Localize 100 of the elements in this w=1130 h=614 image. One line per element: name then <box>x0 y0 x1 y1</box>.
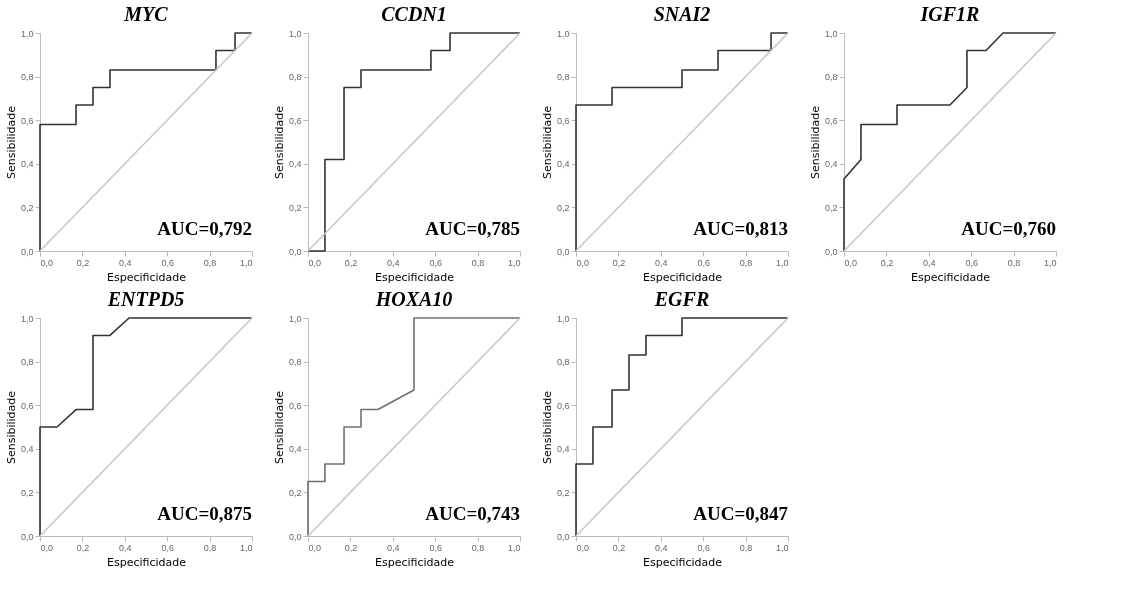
y-tick-label: 1,0 <box>20 313 34 324</box>
x-tick-label: 1,0 <box>775 257 789 268</box>
y-tick-label: 0,6 <box>288 400 302 411</box>
chart-title: HOXA10 <box>374 288 453 310</box>
x-tick-label: 0,2 <box>344 257 358 268</box>
y-tick-label: 0,6 <box>288 115 302 126</box>
chart-title: ENTPD5 <box>106 288 185 310</box>
x-tick-label: 0,8 <box>739 257 753 268</box>
x-tick-label: 0,8 <box>203 257 217 268</box>
y-tick-label: 0,0 <box>20 246 34 257</box>
x-tick-label: 0,2 <box>612 257 626 268</box>
y-tick-label: 0,0 <box>288 531 302 542</box>
x-tick-label: 0,0 <box>308 542 322 553</box>
y-tick-label: 0,4 <box>556 444 570 455</box>
y-tick-label: 0,4 <box>824 159 838 170</box>
y-tick-label: 0,8 <box>556 72 570 83</box>
x-tick-label: 0,0 <box>308 257 322 268</box>
x-axis-title: Especificidade <box>106 555 187 569</box>
x-tick-label: 0,6 <box>697 257 710 268</box>
y-tick-label: 0,0 <box>556 246 570 257</box>
x-tick-label: 0,2 <box>612 542 626 553</box>
x-tick-label: 1,0 <box>239 257 253 268</box>
x-tick-label: 0,0 <box>844 257 858 268</box>
x-tick-label: 0,0 <box>576 257 590 268</box>
y-axis-title: Sensibilidade <box>808 105 822 180</box>
y-tick-label: 1,0 <box>288 313 302 324</box>
y-tick-label: 1,0 <box>556 28 570 39</box>
y-tick-label: 0,6 <box>556 400 570 411</box>
x-tick-label: 1,0 <box>775 542 789 553</box>
x-tick-label: 1,0 <box>239 542 253 553</box>
y-tick-label: 0,2 <box>20 202 34 213</box>
x-tick-label: 0,6 <box>965 257 978 268</box>
annotation: AUC=0,847 <box>693 503 789 524</box>
x-tick-label: 0,4 <box>655 542 668 553</box>
x-axis-title: Especificidade <box>910 270 991 284</box>
annotation: AUC=0,813 <box>693 218 788 239</box>
y-tick-label: 0,4 <box>556 159 570 170</box>
chart-title: IGF1R <box>919 3 980 25</box>
y-tick-label: 0,4 <box>20 444 34 455</box>
y-tick-label: 1,0 <box>556 313 570 324</box>
y-tick-label: 0,8 <box>288 357 302 368</box>
x-tick-label: 1,0 <box>507 257 521 268</box>
y-axis-title: Sensibilidade <box>540 105 554 180</box>
x-tick-label: 0,2 <box>76 542 90 553</box>
y-axis-title: Sensibilidade <box>272 105 286 180</box>
y-tick-label: 0,0 <box>556 531 570 542</box>
x-tick-label: 0,0 <box>40 257 54 268</box>
y-tick-label: 1,0 <box>288 28 302 39</box>
x-tick-label: 0,2 <box>344 542 358 553</box>
y-tick-label: 0,0 <box>20 531 34 542</box>
x-tick-label: 0,8 <box>1007 257 1021 268</box>
x-tick-label: 0,8 <box>203 542 217 553</box>
y-tick-label: 0,4 <box>20 159 34 170</box>
chart-title: EGFR <box>653 288 710 310</box>
y-tick-label: 0,2 <box>288 487 302 498</box>
y-tick-label: 0,2 <box>556 202 570 213</box>
chart-title: SNAI2 <box>653 3 711 25</box>
x-tick-label: 0,6 <box>697 542 710 553</box>
y-tick-label: 0,4 <box>288 159 302 170</box>
y-axis-title: Sensibilidade <box>540 390 554 465</box>
x-tick-label: 0,6 <box>429 257 442 268</box>
x-tick-label: 0,6 <box>429 542 442 553</box>
y-tick-label: 1,0 <box>824 28 838 39</box>
annotation: AUC=0,760 <box>961 218 1056 239</box>
y-tick-label: 0,2 <box>556 487 570 498</box>
x-axis-title: Especificidade <box>642 555 723 569</box>
x-axis-title: Especificidade <box>374 270 455 284</box>
y-tick-label: 0,0 <box>824 246 838 257</box>
y-tick-label: 0,6 <box>556 115 570 126</box>
x-tick-label: 0,6 <box>161 542 174 553</box>
x-tick-label: 0,4 <box>387 257 400 268</box>
x-tick-label: 0,4 <box>387 542 400 553</box>
y-tick-label: 0,4 <box>288 444 302 455</box>
y-tick-label: 1,0 <box>20 28 34 39</box>
y-axis-title: Sensibilidade <box>4 105 18 180</box>
annotation: AUC=0,792 <box>157 218 252 239</box>
y-axis-title: Sensibilidade <box>272 390 286 465</box>
annotation: AUC=0,875 <box>157 503 252 524</box>
x-axis-title: Especificidade <box>106 270 187 284</box>
y-tick-label: 0,2 <box>824 202 838 213</box>
y-tick-label: 0,6 <box>824 115 838 126</box>
y-tick-label: 0,6 <box>20 400 34 411</box>
y-tick-label: 0,8 <box>556 357 570 368</box>
x-tick-label: 0,8 <box>471 257 485 268</box>
x-tick-label: 1,0 <box>1043 257 1057 268</box>
x-axis-title: Especificidade <box>374 555 455 569</box>
y-tick-label: 0,8 <box>20 357 34 368</box>
x-tick-label: 0,0 <box>576 542 590 553</box>
y-tick-label: 0,8 <box>824 72 838 83</box>
x-tick-label: 0,4 <box>655 257 668 268</box>
chart-title: CCDN1 <box>381 3 447 25</box>
x-axis-title: Especificidade <box>642 270 723 284</box>
chart-title: MYC <box>123 3 169 25</box>
annotation: AUC=0,785 <box>425 218 520 239</box>
x-tick-label: 1,0 <box>507 542 521 553</box>
x-tick-label: 0,8 <box>739 542 753 553</box>
x-tick-label: 0,4 <box>119 542 132 553</box>
x-tick-label: 0,2 <box>76 257 90 268</box>
y-tick-label: 0,0 <box>288 246 302 257</box>
y-tick-label: 0,8 <box>288 72 302 83</box>
